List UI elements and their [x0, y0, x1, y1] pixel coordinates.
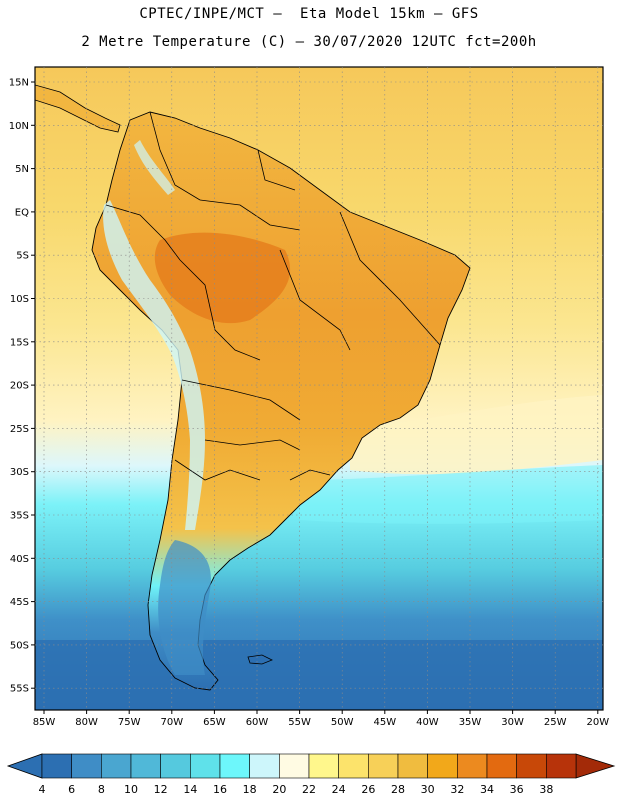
- graticule: [35, 67, 603, 710]
- lon-label: 45W: [373, 717, 396, 728]
- lat-label: 40S: [10, 554, 29, 565]
- colorbar-right-arrow: [575, 753, 616, 779]
- colorbar-cell: [130, 753, 161, 779]
- lon-label: 35W: [459, 717, 482, 728]
- colorbar-cell: [457, 753, 488, 779]
- colorbar-cell: [190, 753, 221, 779]
- lon-label: 80W: [75, 717, 98, 728]
- lon-label: 65W: [203, 717, 226, 728]
- map-frame: [34, 66, 604, 711]
- colorbar-label: 10: [124, 783, 138, 796]
- colorbar-label: 34: [480, 783, 494, 796]
- lat-label: 10S: [10, 294, 29, 305]
- lat-label: 15N: [9, 78, 29, 89]
- colorbar-label: 30: [421, 783, 435, 796]
- colorbar-cell: [160, 753, 191, 779]
- lon-label: 75W: [118, 717, 141, 728]
- lon-label: 25W: [544, 717, 567, 728]
- lat-label: 5S: [16, 251, 29, 262]
- colorbar-label: 26: [361, 783, 375, 796]
- lat-label: 5N: [15, 164, 29, 175]
- colorbar-label: 24: [332, 783, 346, 796]
- lat-label: 10N: [9, 121, 29, 132]
- colorbar-left-arrow: [6, 753, 43, 779]
- colorbar-cell: [41, 753, 72, 779]
- colorbar-cell: [368, 753, 399, 779]
- colorbar-cell: [219, 753, 250, 779]
- map-field: [35, 67, 603, 710]
- colorbar-cell: [249, 753, 280, 779]
- lat-label: 50S: [10, 640, 29, 651]
- colorbar-label: 4: [39, 783, 46, 796]
- colorbar-label: 16: [213, 783, 227, 796]
- colorbar-label: 28: [391, 783, 405, 796]
- colorbar-cell: [71, 753, 102, 779]
- latitude-labels: 15N 10N 5N EQ 5S 10S 15S 20S 25S 30S 35S 40S 45S 50S 5…: [9, 78, 29, 695]
- map-title: CPTEC/INPE/MCT – Eta Model 15km – GFS: [139, 6, 479, 22]
- colorbar-cell: [397, 753, 428, 779]
- colorbar-cell: [338, 753, 369, 779]
- lat-label: EQ: [15, 207, 29, 218]
- colorbar: 4 6 8 10 12 14 16 18 20 22 24 26 28 30 32 34 36 38: [6, 753, 616, 796]
- colorbar-label: 8: [98, 783, 105, 796]
- lat-label: 45S: [10, 597, 29, 608]
- colorbar-label: 12: [154, 783, 168, 796]
- map-subtitle: 2 Metre Temperature (C) – 30/07/2020 12U…: [81, 34, 537, 50]
- lon-label: 40W: [416, 717, 439, 728]
- lat-label: 30S: [10, 467, 29, 478]
- colorbar-label: 36: [510, 783, 524, 796]
- colorbar-label: 22: [302, 783, 316, 796]
- colorbar-label: 18: [243, 783, 257, 796]
- colorbar-cell: [279, 753, 310, 779]
- colorbar-label: 32: [450, 783, 464, 796]
- colorbar-cell: [101, 753, 132, 779]
- colorbar-label: 14: [183, 783, 197, 796]
- axis-ticks: [31, 81, 599, 714]
- colorbar-cell: [308, 753, 339, 779]
- colorbar-cell: [486, 753, 517, 779]
- lat-label: 20S: [10, 381, 29, 392]
- lat-label: 15S: [10, 337, 29, 348]
- colorbar-cell: [546, 753, 577, 779]
- lat-label: 35S: [10, 511, 29, 522]
- lon-label: 70W: [160, 717, 183, 728]
- colorbar-cell: [516, 753, 547, 779]
- lon-label: 85W: [33, 717, 56, 728]
- lon-label: 30W: [501, 717, 524, 728]
- colorbar-label: 20: [272, 783, 286, 796]
- colorbar-label: 6: [68, 783, 75, 796]
- lon-label: 20W: [586, 717, 609, 728]
- lon-label: 60W: [246, 717, 269, 728]
- longitude-labels: 85W 80W 75W 70W 65W 60W 55W 50W 45W 40W 35W 30W 25W 2…: [33, 717, 610, 728]
- lon-label: 50W: [331, 717, 354, 728]
- colorbar-cell: [427, 753, 458, 779]
- lat-label: 55S: [10, 684, 29, 695]
- colorbar-label: 38: [539, 783, 553, 796]
- lat-label: 25S: [10, 424, 29, 435]
- lon-label: 55W: [288, 717, 311, 728]
